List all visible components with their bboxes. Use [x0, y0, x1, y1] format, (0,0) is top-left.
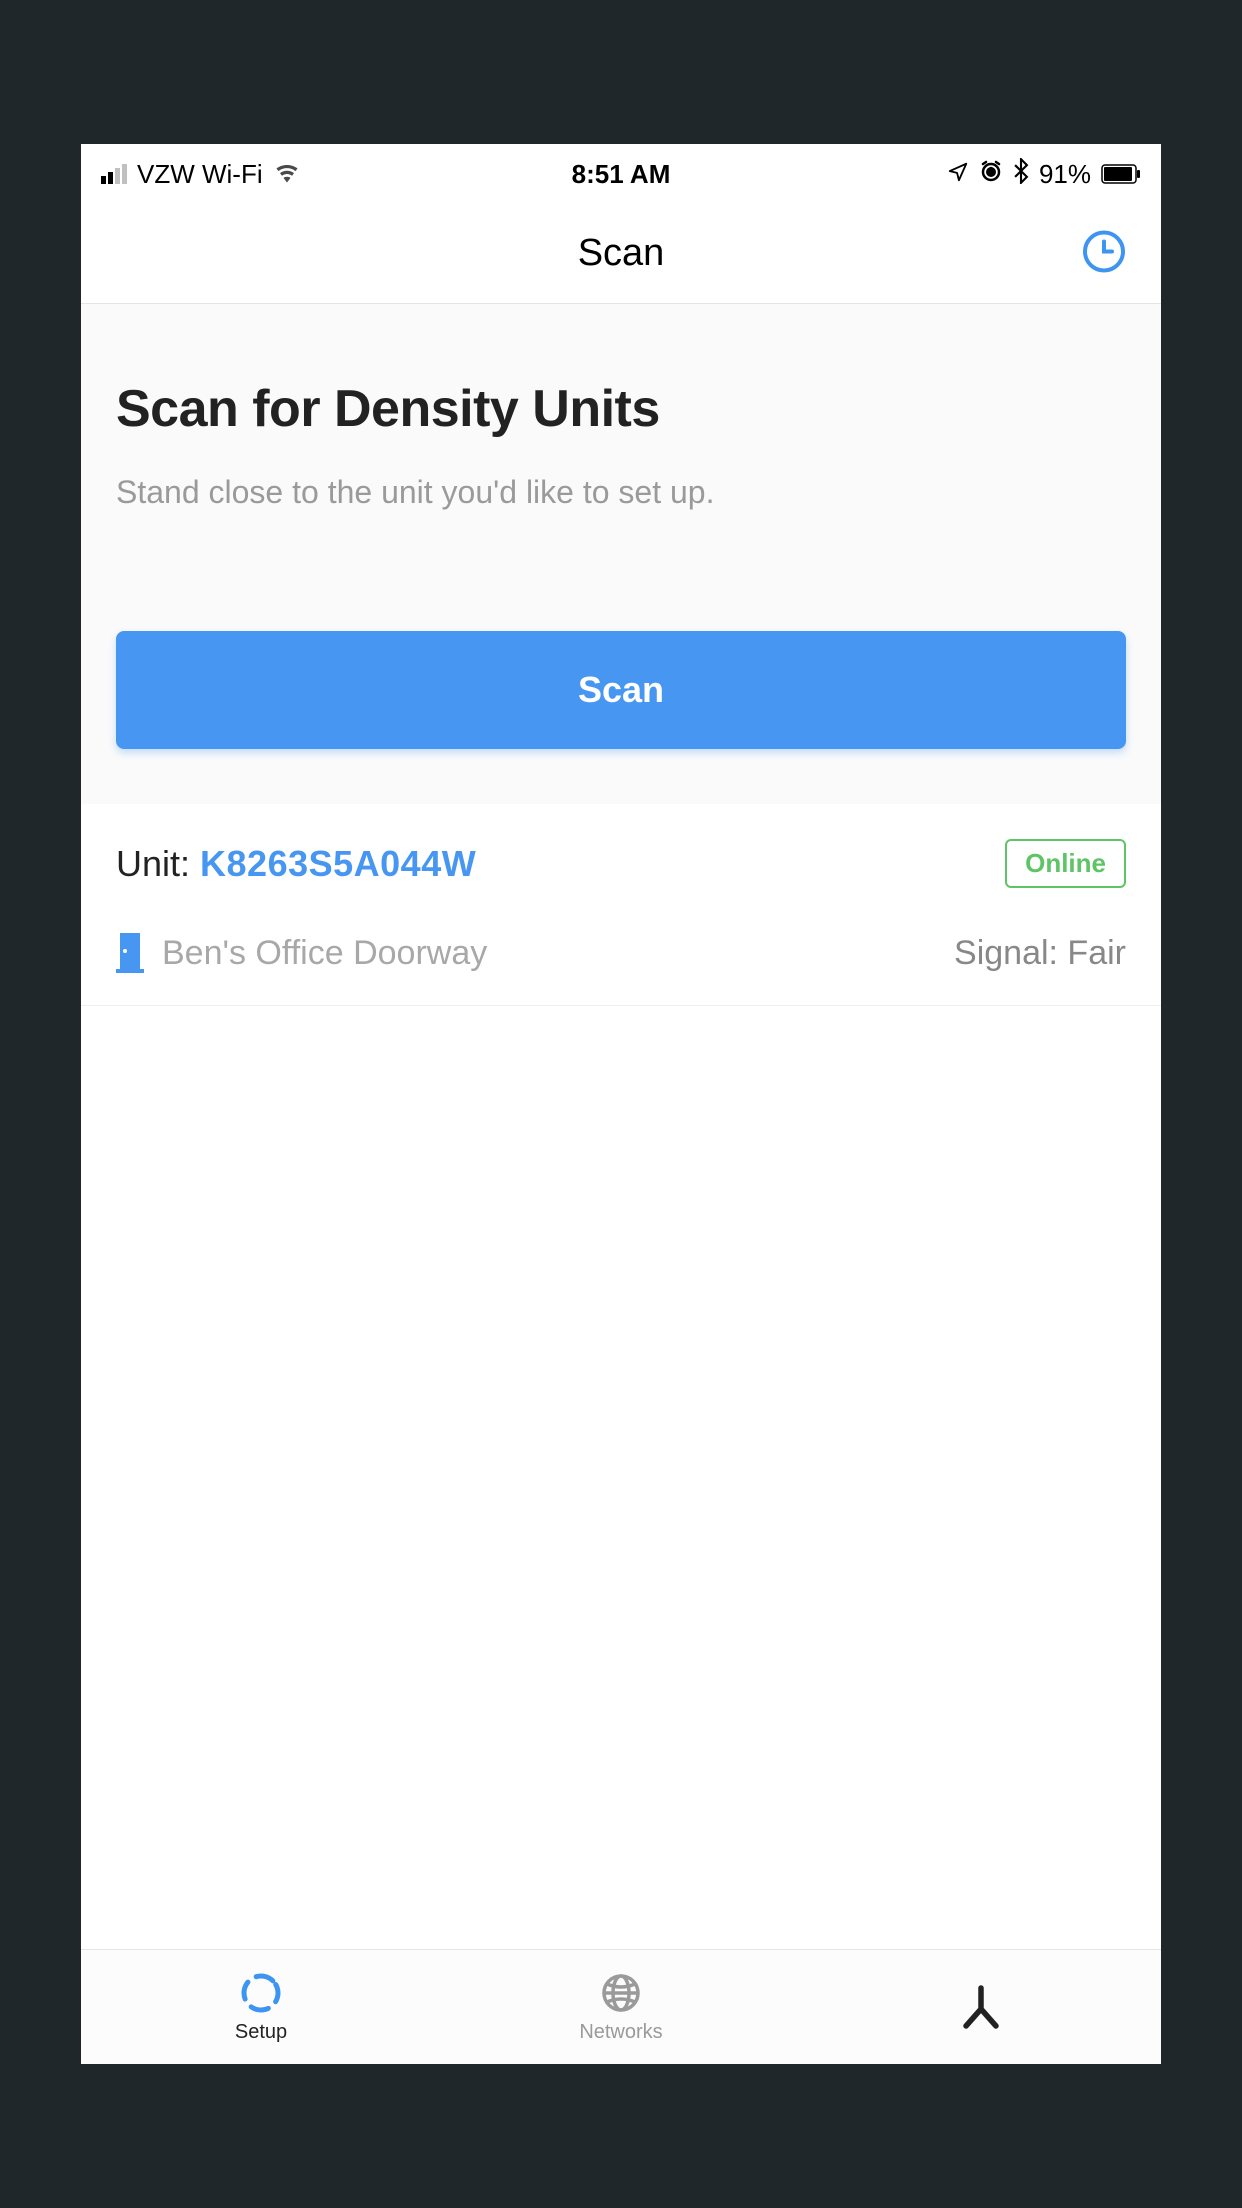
page-heading: Scan for Density Units	[116, 379, 1126, 439]
setup-icon	[240, 1970, 282, 2015]
unit-location: Ben's Office Doorway	[116, 933, 487, 973]
status-bar-right: 91%	[947, 158, 1141, 191]
unit-signal-label: Signal: Fair	[954, 934, 1126, 973]
cellular-signal-icon	[101, 164, 127, 184]
unit-row-primary: Unit: K8263S5A044W Online	[116, 839, 1126, 888]
unit-list-item[interactable]: Unit: K8263S5A044W Online Ben's Office D…	[81, 804, 1161, 1006]
page-subheading: Stand close to the unit you'd like to se…	[116, 474, 1126, 511]
battery-icon	[1101, 164, 1141, 184]
location-icon	[947, 159, 969, 190]
scan-button[interactable]: Scan	[116, 631, 1126, 749]
unit-status-badge: Online	[1005, 839, 1126, 888]
tab-networks[interactable]: Networks	[441, 1970, 801, 2044]
status-bar-left: VZW Wi-Fi	[101, 159, 301, 190]
status-bar-time: 8:51 AM	[572, 159, 671, 190]
unit-id: K8263S5A044W	[200, 843, 476, 884]
tab-setup[interactable]: Setup	[81, 1970, 441, 2044]
nav-title: Scan	[578, 232, 665, 275]
app-frame: VZW Wi-Fi 8:51 AM 91% Scan	[81, 144, 1161, 2064]
tab-networks-label: Networks	[579, 2021, 662, 2044]
carrier-label: VZW Wi-Fi	[137, 159, 263, 190]
door-icon	[116, 933, 144, 973]
unit-location-label: Ben's Office Doorway	[162, 934, 487, 973]
tab-bar: Setup Networks	[81, 1949, 1161, 2064]
clock-icon	[1082, 229, 1126, 273]
unit-label-prefix: Unit:	[116, 843, 200, 884]
globe-icon	[600, 1970, 642, 2015]
nav-header: Scan	[81, 204, 1161, 304]
bluetooth-icon	[1013, 158, 1029, 191]
status-bar: VZW Wi-Fi 8:51 AM 91%	[81, 144, 1161, 204]
unit-row-secondary: Ben's Office Doorway Signal: Fair	[116, 933, 1126, 973]
unit-list: Unit: K8263S5A044W Online Ben's Office D…	[81, 804, 1161, 1949]
unit-title: Unit: K8263S5A044W	[116, 843, 476, 885]
alarm-icon	[979, 159, 1003, 190]
tab-setup-label: Setup	[235, 2021, 287, 2044]
wifi-icon	[273, 159, 301, 190]
history-button[interactable]	[1082, 229, 1126, 278]
battery-percent: 91%	[1039, 159, 1091, 190]
tab-third[interactable]	[801, 1985, 1161, 2030]
tripod-icon	[956, 1985, 1006, 2030]
scan-section: Scan for Density Units Stand close to th…	[81, 304, 1161, 804]
